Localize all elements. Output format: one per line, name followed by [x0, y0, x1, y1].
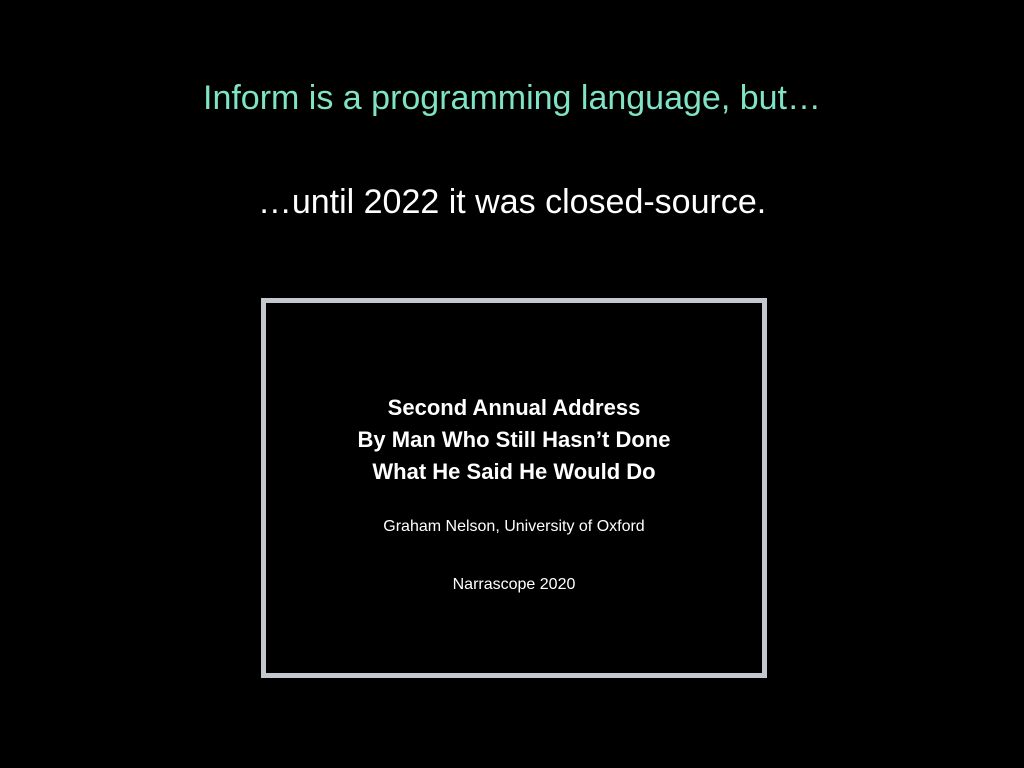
slide-heading: Inform is a programming language, but… [203, 79, 821, 117]
embedded-slide-title-line: By Man Who Still Hasn’t Done [357, 427, 671, 452]
embedded-slide-title-line: Second Annual Address [387, 395, 641, 420]
embedded-slide-title-line: What He Said He Would Do [372, 459, 656, 484]
embedded-slide-author: Graham Nelson, University of Oxford [383, 518, 645, 535]
embedded-slide-image: Second Annual Address By Man Who Still H… [261, 298, 767, 678]
slide-subheading: …until 2022 it was closed-source. [257, 183, 767, 221]
embedded-slide-event: Narrascope 2020 [452, 576, 576, 593]
embedded-slide-title: Second Annual Address By Man Who Still H… [266, 392, 762, 488]
